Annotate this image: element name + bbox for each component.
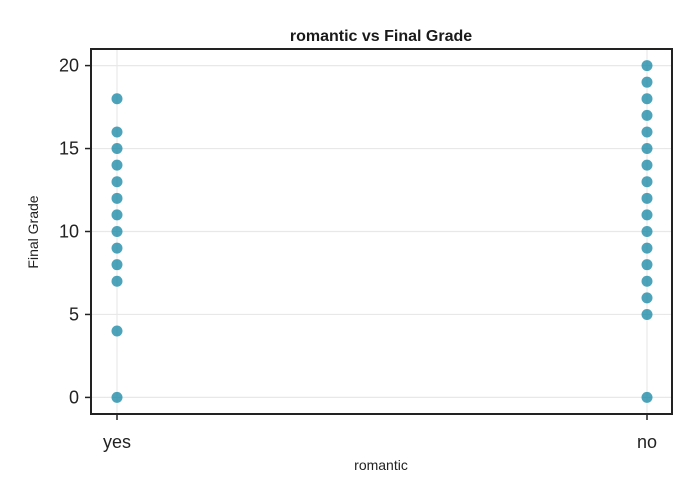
scatter-point: [641, 176, 653, 188]
scatter-point: [641, 308, 653, 320]
scatter-point: [111, 242, 123, 254]
scatter-point: [641, 93, 653, 105]
scatter-point: [111, 93, 123, 105]
scatter-point: [641, 126, 653, 138]
scatter-point: [641, 192, 653, 204]
scatter-point: [111, 126, 123, 138]
scatter-point: [111, 325, 123, 337]
y-tick-label: 0: [69, 387, 79, 407]
scatter-point: [641, 76, 653, 88]
scatter-point: [111, 209, 123, 221]
scatter-point: [111, 275, 123, 287]
scatter-point: [641, 60, 653, 72]
scatter-point: [111, 143, 123, 155]
chart-title: romantic vs Final Grade: [290, 28, 472, 45]
x-axis-label: romantic: [354, 457, 408, 473]
scatter-point: [111, 259, 123, 271]
scatter-point: [111, 176, 123, 188]
y-tick-label: 15: [59, 139, 79, 159]
scatter-point: [641, 391, 653, 403]
scatter-point: [641, 226, 653, 237]
axis-ticks: 0 5 10 15 20 yes no: [59, 56, 657, 452]
scatter-points: [111, 60, 653, 403]
y-axis-label: Final Grade: [25, 195, 41, 268]
scatter-point: [111, 391, 123, 403]
scatter-point: [641, 242, 653, 254]
x-tick-label: no: [637, 432, 657, 452]
y-tick-label: 10: [59, 222, 79, 242]
scatter-point: [111, 226, 123, 237]
y-tick-label: 5: [69, 304, 79, 324]
scatter-point: [111, 159, 123, 171]
scatter-point: [641, 159, 653, 171]
scatter-point: [641, 292, 653, 304]
scatter-point: [641, 109, 653, 121]
scatter-point: [641, 143, 653, 155]
scatter-point: [111, 192, 123, 204]
x-tick-label: yes: [103, 432, 131, 452]
scatter-point: [641, 259, 653, 271]
y-tick-label: 20: [59, 56, 79, 76]
scatter-point: [641, 209, 653, 221]
grid: [91, 49, 672, 414]
scatter-point: [641, 275, 653, 287]
